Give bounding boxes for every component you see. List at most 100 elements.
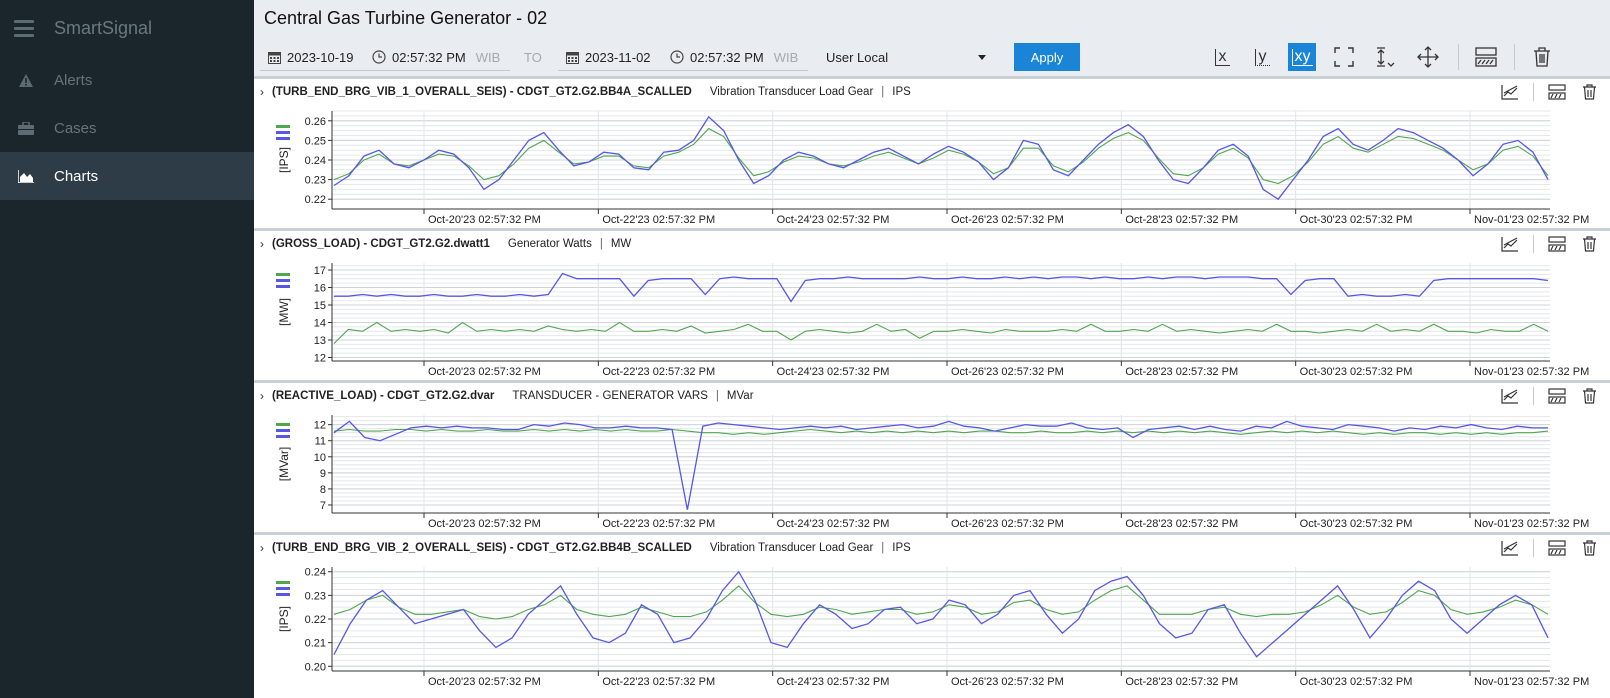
chart-options-icon[interactable] [1501, 83, 1519, 101]
alert-icon [16, 73, 36, 87]
x-tick-label: Oct-22'23 02:57:32 PM [602, 214, 715, 226]
main-content: Central Gas Turbine Generator - 02 2023-… [254, 0, 1610, 698]
start-time-value: 02:57:32 PM [392, 49, 466, 65]
fit-to-screen-icon[interactable] [1330, 43, 1358, 71]
sidebar-item-alerts[interactable]: Alerts [0, 56, 254, 104]
chart-options-icon[interactable] [1501, 539, 1519, 557]
panel-description: Vibration Transducer Load Gear [709, 542, 874, 554]
stacked-view-icon[interactable] [1472, 43, 1500, 71]
chart-plot[interactable]: 0.24 0.23 0.22 0.21 0.20 Oct-20'23 02:57:32 P… [254, 561, 1610, 698]
y-tick-label: 0.21 [305, 638, 326, 650]
y-axis-label: [MVar] [277, 447, 291, 481]
x-tick-label: Oct-20'23 02:57:32 PM [428, 214, 541, 226]
x-tick-label: Oct-28'23 02:57:32 PM [1125, 676, 1238, 688]
panel-tools [1487, 235, 1598, 253]
series-legend [276, 581, 290, 596]
y-tick-label: 13 [314, 335, 326, 347]
x-tick-label: Oct-28'23 02:57:32 PM [1125, 214, 1238, 226]
zoom-xy-label: xy [1291, 48, 1313, 66]
area-chart-icon [16, 169, 36, 183]
zoom-xy-button[interactable]: xy [1288, 43, 1316, 71]
start-date-value: 2023-10-19 [287, 49, 354, 65]
stacked-view-icon[interactable] [1548, 387, 1566, 405]
chart-options-icon[interactable] [1501, 387, 1519, 405]
vertical-stretch-icon[interactable] [1372, 43, 1400, 71]
chevron-right-icon[interactable]: › [260, 541, 264, 555]
hamburger-menu-icon[interactable] [14, 19, 34, 37]
x-tick-label: Oct-24'23 02:57:32 PM [777, 214, 890, 226]
y-tick-label: 0.24 [305, 155, 326, 167]
chart-panel: › (REACTIVE_LOAD) - CDGT_GT2.G2.dvar TRA… [254, 380, 1610, 532]
start-time-field[interactable]: 02:57:32 PM WIB [372, 45, 500, 69]
trash-icon[interactable] [1580, 539, 1598, 557]
y-tick-label: 0.23 [305, 590, 326, 602]
y-tick-label: 12 [314, 420, 326, 432]
panel-tag: (TURB_END_BRG_VIB_2_OVERALL_SEIS) - CDGT… [272, 542, 692, 554]
zoom-y-button[interactable]: y [1248, 43, 1276, 71]
chevron-right-icon[interactable]: › [260, 389, 264, 403]
stacked-view-icon[interactable] [1548, 539, 1566, 557]
chart-plot[interactable]: 17 16 15 14 13 12 Oct-20'23 02:57:32 PM Oct-22'… [254, 257, 1610, 383]
actual-series-line [333, 115, 1549, 201]
panel-header: › (TURB_END_BRG_VIB_1_OVERALL_SEIS) - CD… [254, 79, 1610, 105]
trash-icon[interactable] [1580, 235, 1598, 253]
y-tick-label: 0.22 [305, 614, 326, 626]
timezone-select[interactable]: User Local [826, 45, 986, 69]
actual-series-line [333, 420, 1548, 510]
series-legend [276, 423, 290, 438]
x-tick-label: Oct-22'23 02:57:32 PM [602, 518, 715, 530]
estimate-series-line [333, 321, 1549, 344]
trash-icon[interactable] [1580, 83, 1598, 101]
legend-actual-swatch [276, 137, 290, 140]
sidebar-item-charts[interactable]: Charts [0, 152, 254, 200]
stacked-view-icon[interactable] [1548, 235, 1566, 253]
chart-options-icon[interactable] [1501, 235, 1519, 253]
end-time-field[interactable]: 02:57:32 PM WIB [670, 45, 798, 69]
legend-actual-swatch [276, 593, 290, 596]
y-axis-label: [IPS] [277, 147, 291, 173]
start-underline [260, 70, 510, 71]
chevron-right-icon[interactable]: › [260, 85, 264, 99]
zoom-x-label: x [1214, 48, 1230, 66]
briefcase-icon [16, 121, 36, 135]
panel-divider [1533, 235, 1534, 253]
panel-tools [1487, 83, 1598, 101]
y-tick-label: 0.25 [305, 135, 326, 147]
y-tick-label: 0.26 [305, 116, 326, 128]
calendar-icon [268, 51, 281, 64]
end-date-field[interactable]: 2023-11-02 [566, 45, 651, 69]
stacked-view-icon[interactable] [1548, 83, 1566, 101]
x-tick-label: Oct-20'23 02:57:32 PM [428, 676, 541, 688]
toolbar: 2023-10-19 02:57:32 PM WIB TO 2023-11-02… [254, 38, 1610, 76]
sidebar-item-cases[interactable]: Cases [0, 104, 254, 152]
estimate-series-line [333, 428, 1549, 435]
chart-plot[interactable]: 12 11 10 9 8 7 Oct-20'23 02:57:32 PM Oct-22'23 … [254, 409, 1610, 535]
panel-tools [1487, 387, 1598, 405]
panel-header: › (GROSS_LOAD) - CDGT_GT2.G2.dwatt1 Gene… [254, 231, 1610, 257]
zoom-x-button[interactable]: x [1208, 43, 1236, 71]
legend-estimate-swatch [276, 581, 290, 584]
chart-panel: › (TURB_END_BRG_VIB_2_OVERALL_SEIS) - CD… [254, 532, 1610, 698]
chart-plot[interactable]: 0.26 0.25 0.24 0.23 0.22 Oct-20'23 02:57:32 P… [254, 105, 1610, 231]
chart-panel: › (TURB_END_BRG_VIB_1_OVERALL_SEIS) - CD… [254, 76, 1610, 228]
panel-unit: IPS [892, 86, 911, 98]
pipe-divider: | [715, 390, 719, 402]
pan-move-icon[interactable] [1414, 43, 1442, 71]
trash-icon[interactable] [1580, 387, 1598, 405]
legend-estimate-swatch [276, 125, 290, 128]
delete-all-icon[interactable] [1528, 43, 1556, 71]
start-timezone: WIB [475, 49, 501, 65]
brand-name: SmartSignal [54, 17, 153, 38]
legend-actual-swatch [276, 587, 290, 590]
brand: SmartSignal [0, 0, 254, 56]
x-tick-label: Oct-30'23 02:57:32 PM [1300, 676, 1413, 688]
panel-divider [1533, 387, 1534, 405]
x-tick-label: Oct-24'23 02:57:32 PM [777, 676, 890, 688]
x-tick-label: Oct-24'23 02:57:32 PM [777, 518, 890, 530]
actual-series-line [334, 272, 1549, 303]
pipe-divider: | [881, 86, 885, 98]
chevron-right-icon[interactable]: › [260, 237, 264, 251]
apply-button[interactable]: Apply [1014, 43, 1080, 71]
start-date-field[interactable]: 2023-10-19 [268, 45, 354, 69]
estimate-series-line [333, 585, 1549, 620]
